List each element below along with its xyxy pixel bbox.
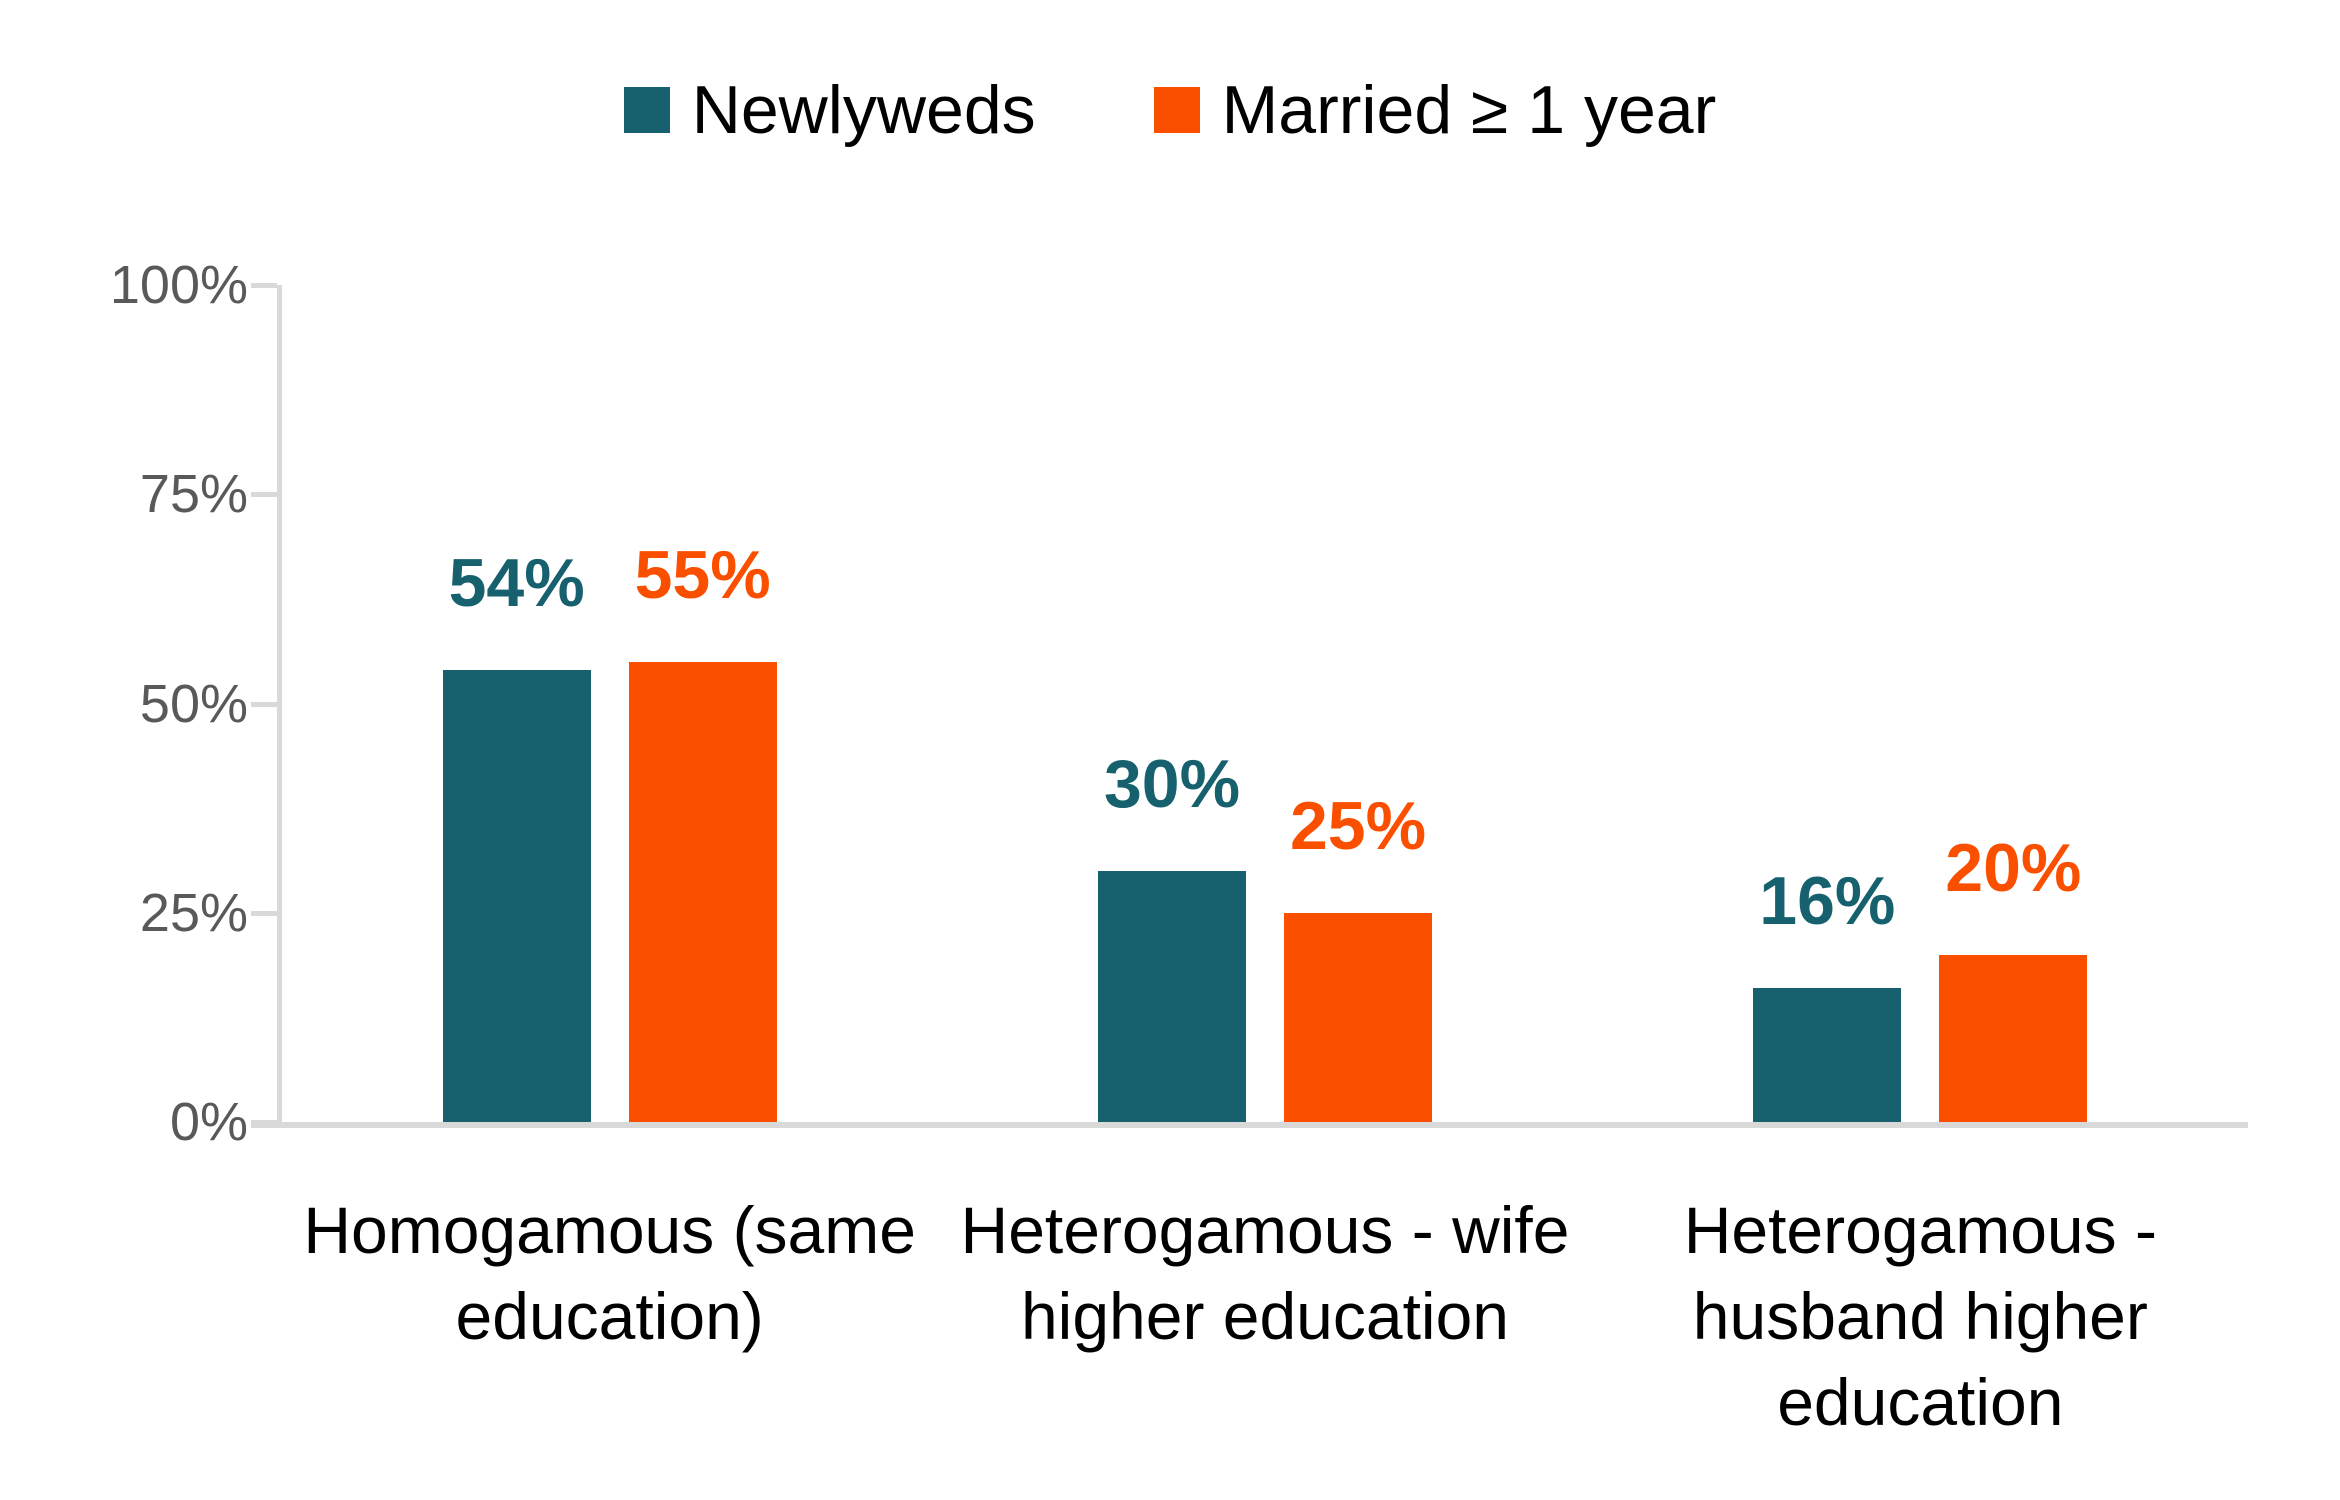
y-axis-tick [251, 701, 277, 707]
bar-newlyweds-0 [442, 670, 591, 1122]
bar-married-0 [628, 662, 777, 1122]
y-axis-label: 25% [139, 882, 248, 943]
bar-value-label: 25% [1289, 788, 1427, 864]
y-axis-label: 75% [139, 464, 248, 525]
y-axis-line [277, 285, 282, 1122]
bar-value-label: 30% [1103, 746, 1241, 822]
y-axis-label: 50% [139, 673, 248, 734]
x-axis-category-label: Homogamous (same education) [303, 1193, 916, 1353]
legend-label-newlyweds: Newlyweds [691, 72, 1036, 148]
legend-label-married: Married ≥ 1 year [1221, 72, 1717, 148]
y-axis-tick [251, 283, 277, 288]
bar-married-2 [1939, 955, 2088, 1122]
x-axis-category-label: Heterogamous - wife higher education [960, 1193, 1570, 1353]
bar-value-label: 55% [634, 537, 771, 613]
bar-value-label: 20% [1945, 830, 2082, 906]
x-axis-line [251, 1122, 2248, 1128]
bar-newlyweds-1 [1098, 871, 1246, 1122]
y-axis-label: 100% [109, 255, 248, 315]
legend-swatch-newlyweds-icon [623, 87, 670, 133]
y-axis-tick [251, 910, 277, 916]
bar-married-1 [1284, 913, 1432, 1122]
legend-swatch-married-icon [1153, 87, 1200, 133]
bar-value-label: 16% [1759, 863, 1896, 939]
legend-item-married: Married ≥ 1 year [1153, 72, 1717, 148]
bar-value-label: 54% [448, 545, 585, 621]
x-axis-category-label: Heterogamous - husband higher education [1683, 1193, 2157, 1439]
legend: Newlyweds Married ≥ 1 year [0, 76, 2340, 144]
y-axis-label: 0% [169, 1092, 248, 1152]
legend-item-newlyweds: Newlyweds [623, 72, 1036, 148]
bar-newlyweds-2 [1753, 988, 1902, 1122]
y-axis-tick [251, 1120, 277, 1125]
y-axis-tick [251, 492, 277, 498]
